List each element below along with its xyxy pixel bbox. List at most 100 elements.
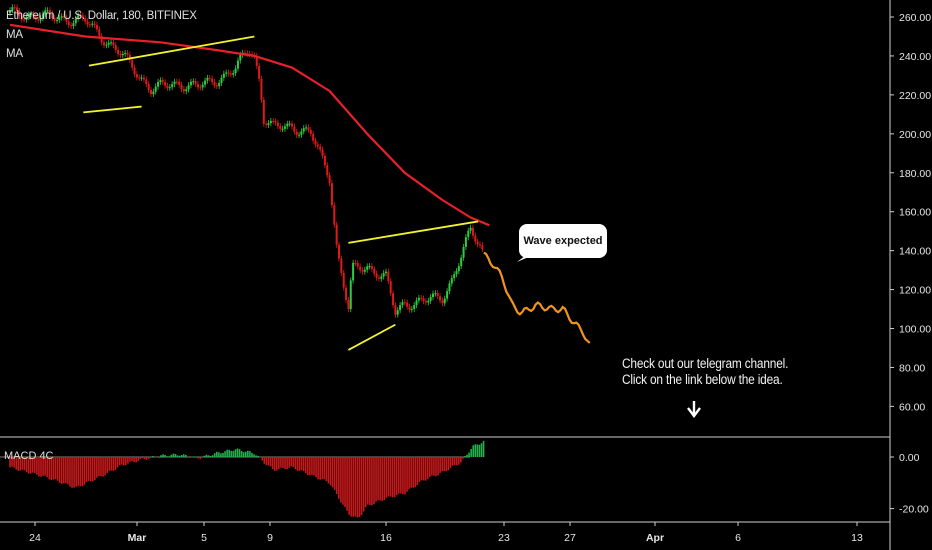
- candle: [258, 65, 261, 79]
- candle: [147, 84, 150, 90]
- candle: [110, 42, 113, 44]
- candle: [48, 10, 51, 14]
- candle: [359, 266, 362, 271]
- macd-bar: [172, 453, 175, 457]
- macd-bar: [408, 457, 410, 490]
- macd-bar: [478, 444, 481, 457]
- macd-bar: [263, 457, 266, 464]
- candle: [415, 300, 418, 306]
- macd-bar: [472, 445, 475, 457]
- candle: [269, 120, 272, 124]
- macd-bar: [449, 457, 452, 468]
- candle: [295, 131, 298, 136]
- macd-bar: [143, 457, 146, 460]
- candle: [114, 45, 117, 50]
- macd-bar: [404, 457, 406, 495]
- candle: [161, 80, 164, 83]
- macd-bar: [110, 457, 113, 471]
- candle: [368, 266, 371, 268]
- macd-bar: [437, 457, 439, 476]
- candle: [399, 305, 402, 311]
- macd-bar: [65, 457, 67, 484]
- projection-path: [483, 251, 591, 344]
- macd-bar: [17, 457, 20, 471]
- candle: [166, 85, 169, 88]
- macd-bar: [255, 455, 257, 457]
- macd-bar: [93, 457, 96, 481]
- macd-bar: [391, 457, 394, 498]
- macd-bar: [133, 457, 135, 463]
- candle: [464, 237, 467, 247]
- macd-bar: [153, 456, 156, 458]
- macd-bar: [232, 450, 235, 457]
- macd-bar: [40, 457, 42, 477]
- macd-bar: [275, 457, 278, 471]
- macd-bar: [19, 457, 22, 471]
- macd-bar: [216, 451, 218, 457]
- macd-bar: [162, 454, 164, 457]
- macd-bar: [342, 457, 344, 505]
- macd-bar: [375, 457, 377, 502]
- candle: [175, 81, 178, 83]
- candle: [305, 127, 308, 129]
- candle: [20, 16, 23, 20]
- macd-bar: [302, 457, 305, 472]
- macd-bar: [257, 455, 259, 457]
- candle: [39, 18, 42, 21]
- time-tick-label: 13: [851, 532, 863, 544]
- candle: [441, 300, 444, 304]
- candle: [16, 7, 19, 11]
- macd-bar: [62, 457, 65, 484]
- macd-bar: [236, 448, 239, 457]
- candle: [211, 78, 214, 82]
- macd-bar: [77, 457, 80, 486]
- macd-bar: [385, 457, 388, 498]
- candle: [157, 81, 160, 87]
- candle: [345, 287, 348, 300]
- candle: [18, 10, 21, 17]
- macd-bar: [56, 457, 59, 481]
- candle: [154, 86, 157, 92]
- candle: [41, 13, 44, 19]
- macd-bar: [108, 457, 111, 471]
- macd-bar: [313, 457, 315, 476]
- macd-bar: [387, 457, 390, 497]
- macd-bar: [476, 444, 479, 457]
- macd-bar: [174, 453, 177, 457]
- candle: [307, 127, 310, 130]
- candle: [128, 54, 131, 61]
- candle: [265, 123, 268, 125]
- macd-bar: [282, 457, 284, 468]
- macd-bar: [114, 457, 117, 470]
- price-tick-label: 140.00: [899, 246, 931, 258]
- candle: [291, 123, 293, 127]
- candle: [182, 89, 185, 92]
- candle: [63, 16, 66, 18]
- trendline-1: [88, 35, 255, 67]
- candle: [239, 54, 242, 61]
- candle: [93, 23, 96, 25]
- candle: [321, 149, 324, 156]
- candle: [457, 266, 460, 272]
- macd-bar: [52, 457, 55, 480]
- macd-bar: [294, 457, 297, 470]
- candle: [138, 77, 141, 79]
- candle: [427, 300, 430, 303]
- macd-bar: [156, 457, 158, 458]
- macd-bar: [400, 457, 402, 494]
- macd-bar: [182, 454, 185, 457]
- candle: [281, 128, 284, 130]
- candle: [342, 272, 345, 288]
- macd-bar: [89, 457, 92, 482]
- candle: [283, 126, 286, 129]
- candle: [408, 306, 411, 310]
- macd-bar: [253, 454, 255, 457]
- macd-bar: [191, 457, 193, 458]
- macd-bar: [410, 457, 412, 488]
- macd-bar: [333, 457, 336, 490]
- macd-bar: [360, 457, 363, 516]
- macd-bar: [389, 457, 392, 497]
- candle: [429, 297, 432, 301]
- candle: [375, 273, 378, 278]
